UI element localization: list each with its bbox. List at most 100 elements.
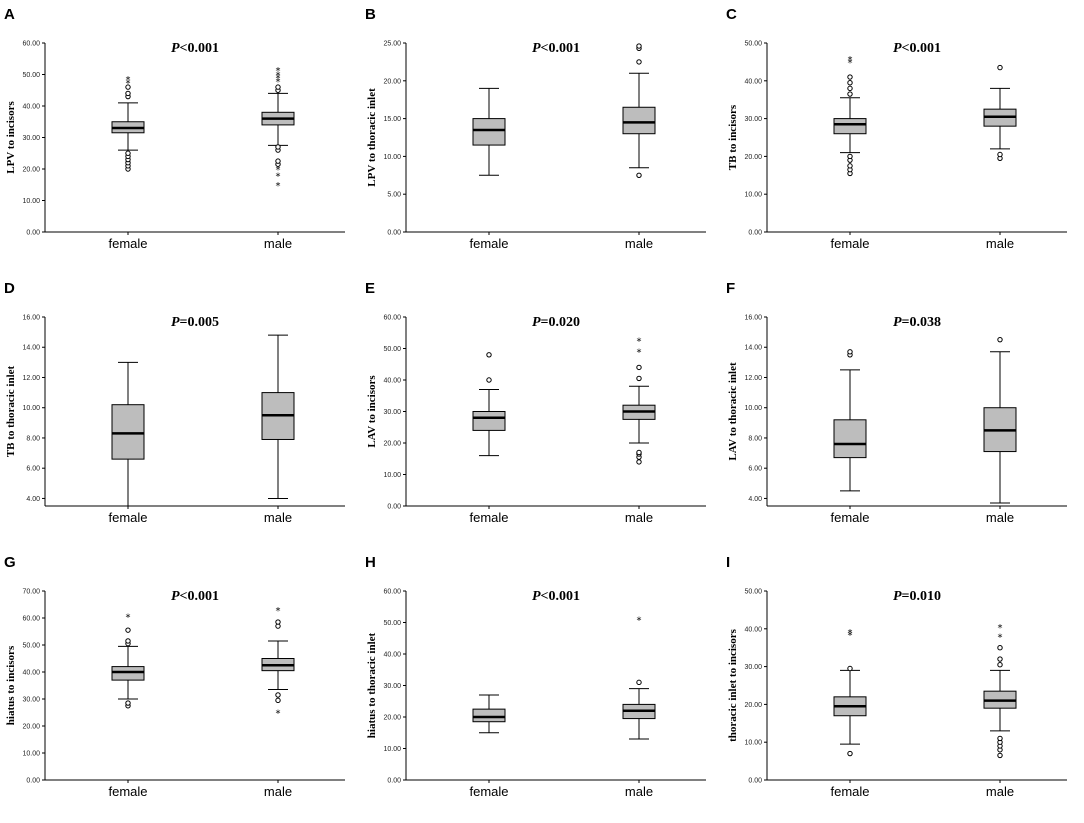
panel-g: G P<0.001 0.00 10.00 20.00 30.00 40.00 50.00 60.…: [0, 548, 361, 822]
y-tick-label: 50.00: [22, 72, 40, 79]
y-tick-label: 0.00: [387, 504, 401, 511]
y-tick-label: 50.00: [744, 41, 762, 48]
y-tick-label: 6.00: [26, 466, 40, 473]
outlier-point: [847, 750, 853, 757]
x-category-label: male: [264, 784, 292, 799]
extreme-point: *: [126, 78, 131, 89]
panel-letter: D: [4, 280, 15, 297]
y-tick-label: 20.00: [22, 167, 40, 174]
y-tick-label: 10.00: [22, 751, 40, 758]
extreme-point: *: [276, 709, 281, 720]
y-tick-label: 10.00: [744, 405, 762, 412]
panel-e: E P=0.020 0.00 10.00 20.00 30.00 40.00 50.00 60.…: [361, 274, 722, 548]
y-tick-label: 20.00: [383, 441, 401, 448]
y-tick-label: 30.00: [22, 697, 40, 704]
y-tick-label: 25.00: [383, 41, 401, 48]
iqr-box: [622, 106, 656, 135]
p-value-number: <0.001: [180, 589, 219, 604]
y-tick-label: 10.00: [383, 472, 401, 479]
extreme-point: *: [126, 75, 131, 86]
panel-i: I P=0.010 0.00 10.00 20.00 30.00 40.00 50.00 tho…: [722, 548, 1083, 822]
y-axis-label: LAV to incisors: [366, 375, 378, 448]
iqr-box: [472, 708, 506, 723]
extreme-point: *: [637, 615, 642, 626]
box-male: [983, 64, 1017, 161]
p-value-number: =0.038: [902, 315, 941, 330]
y-tick-label: 60.00: [383, 589, 401, 596]
panel-letter: F: [726, 280, 735, 297]
y-tick-label: 0.00: [387, 230, 401, 237]
p-value-number: <0.001: [902, 41, 941, 56]
p-value-title: P<0.001: [171, 41, 219, 56]
y-tick-label: 10.00: [744, 740, 762, 747]
y-tick-label: 40.00: [383, 652, 401, 659]
outlier-point: [636, 59, 642, 65]
outlier-point: [275, 158, 281, 164]
box-female: [111, 361, 145, 507]
y-tick-label: 40.00: [744, 78, 762, 85]
p-value-title: P<0.001: [171, 589, 219, 604]
panel-e-chart: E P=0.020 0.00 10.00 20.00 30.00 40.00 50.00 60.…: [365, 280, 706, 525]
x-category-label: male: [986, 236, 1014, 251]
y-tick-label: 10.00: [22, 405, 40, 412]
box-female: [833, 349, 867, 492]
y-tick-label: 10.00: [383, 746, 401, 753]
outlier-point: [125, 700, 131, 706]
panel-letter: A: [4, 6, 15, 23]
outlier-point: [847, 153, 853, 160]
iqr-box: [472, 118, 506, 146]
outlier-point: [636, 172, 642, 179]
y-tick-label: 5.00: [387, 192, 401, 199]
extreme-point: *: [276, 171, 281, 182]
p-value-title: P=0.005: [171, 315, 219, 330]
p-value-title: P<0.001: [532, 589, 580, 604]
y-tick-label: 15.00: [383, 116, 401, 123]
outlier-point: [997, 662, 1003, 668]
p-value-prefix: P: [171, 315, 180, 330]
p-value-prefix: P: [893, 41, 902, 56]
x-category-label: male: [986, 510, 1014, 525]
outlier-point: [997, 752, 1003, 759]
extreme-point: *: [848, 58, 853, 69]
y-tick-label: 30.00: [383, 683, 401, 690]
panel-b: B P<0.001 0.00 5.00 10.00 15.00 20.00 25.00 LPV …: [361, 0, 722, 274]
extreme-point: *: [637, 348, 642, 359]
p-value-prefix: P: [893, 315, 902, 330]
outlier-point: [847, 349, 853, 355]
panel-h-chart: H P<0.001 0.00 10.00 20.00 30.00 40.00 50.00 60.…: [365, 554, 706, 799]
outlier-point: [275, 619, 281, 625]
panel-letter: G: [4, 554, 16, 571]
box-female: **: [111, 75, 145, 172]
y-tick-label: 0.00: [748, 778, 762, 785]
panel-g-chart: G P<0.001 0.00 10.00 20.00 30.00 40.00 50.00 60.…: [4, 554, 345, 799]
outlier-point: [847, 665, 853, 672]
box-male: [983, 336, 1017, 504]
outlier-point: [125, 84, 131, 90]
p-value-prefix: P: [532, 41, 541, 56]
outlier-point: [486, 377, 492, 383]
panel-letter: E: [365, 280, 375, 297]
y-tick-label: 70.00: [22, 589, 40, 596]
y-tick-label: 20.00: [383, 715, 401, 722]
box-female: [472, 87, 506, 176]
panel-c: C P<0.001 0.00 10.00 20.00 30.00 40.00 50.00 TB …: [722, 0, 1083, 274]
panel-f: F P=0.038 4.00 6.00 8.00 10.00 12.00 14.00 16.00…: [722, 274, 1083, 548]
outlier-point: [997, 336, 1003, 343]
y-tick-label: 4.00: [26, 496, 40, 503]
y-tick-label: 30.00: [744, 116, 762, 123]
box-female: [472, 352, 506, 457]
y-tick-label: 10.00: [22, 198, 40, 205]
y-axis-label: TB to thoracic inlet: [5, 365, 17, 457]
outlier-point: [997, 656, 1003, 662]
y-tick-label: 60.00: [22, 616, 40, 623]
extreme-point: *: [276, 77, 281, 88]
iqr-box: [833, 118, 867, 135]
y-tick-label: 40.00: [383, 378, 401, 385]
panel-d-chart: D P=0.005 4.00 6.00 8.00 10.00 12.00 14.00 16.00…: [4, 280, 345, 525]
x-category-label: female: [830, 784, 869, 799]
x-category-label: male: [625, 236, 653, 251]
iqr-box: [111, 404, 145, 460]
outlier-point: [847, 91, 853, 97]
x-category-label: female: [108, 784, 147, 799]
x-category-label: male: [264, 236, 292, 251]
